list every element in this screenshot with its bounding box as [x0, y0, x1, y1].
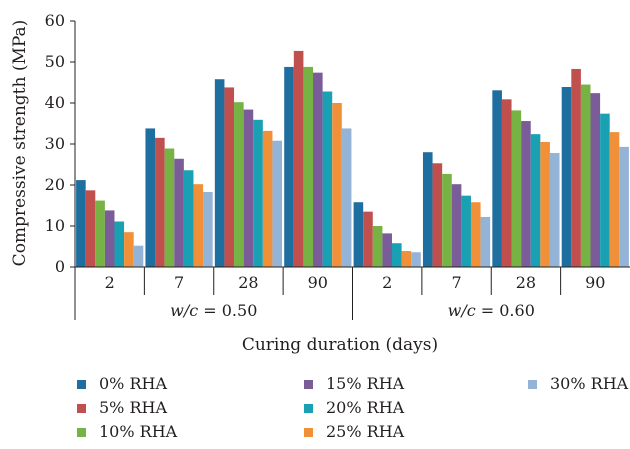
legend-swatch: [77, 380, 86, 389]
legend-label: 0% RHA: [99, 374, 167, 393]
x-tick-label: 28: [516, 273, 536, 292]
bar: [133, 245, 144, 267]
y-tick-label: 10: [45, 216, 65, 235]
bar: [124, 232, 134, 267]
bar: [401, 251, 412, 267]
y-tick-label: 30: [45, 134, 65, 153]
bar: [521, 121, 531, 267]
bar: [341, 128, 352, 267]
legend: 0% RHA 5% RHA 10% RHA 15% RHA 20% RHA 25% RHA…: [77, 374, 629, 441]
bar: [332, 103, 342, 267]
bar: [619, 146, 629, 267]
bar: [272, 140, 283, 267]
bar: [193, 184, 204, 267]
bar: [353, 202, 364, 267]
group-label: w/c = 0.60: [448, 301, 535, 320]
x-tick-label: 90: [308, 273, 328, 292]
bar: [234, 102, 244, 268]
bar: [183, 170, 194, 267]
legend-swatch: [304, 428, 313, 437]
y-tick-label: 0: [55, 257, 65, 276]
bar: [155, 137, 165, 267]
legend-swatch: [304, 380, 313, 389]
legend-swatch: [304, 404, 313, 413]
bar: [540, 141, 550, 267]
group-label: w/c = 0.50: [170, 301, 257, 320]
bar: [322, 91, 333, 268]
bar: [85, 190, 96, 267]
legend-label: 15% RHA: [326, 374, 405, 393]
legend-label: 20% RHA: [326, 398, 405, 417]
x-axis-title: Curing duration (days): [242, 335, 438, 355]
x-tick-label: 28: [238, 273, 258, 292]
bar: [609, 132, 620, 267]
bar: [480, 216, 491, 267]
bar: [145, 128, 156, 267]
bar: [442, 173, 452, 267]
bar: [303, 66, 314, 267]
bar: [203, 191, 213, 267]
bar: [363, 211, 373, 267]
bar: [422, 152, 433, 267]
bar: [76, 180, 86, 267]
bar: [580, 84, 591, 267]
bars: [76, 50, 629, 268]
bar: [253, 119, 263, 267]
bar: [411, 252, 421, 267]
bar: [590, 93, 601, 267]
bar: [243, 109, 254, 267]
x-tick-label: 90: [585, 273, 605, 292]
bar: [461, 195, 471, 267]
bar: [470, 202, 481, 267]
bar: [571, 68, 581, 267]
bar: [600, 113, 610, 267]
bar: [549, 153, 560, 267]
legend-swatch: [77, 404, 86, 413]
bar: [174, 158, 184, 267]
bar: [561, 87, 572, 267]
x-tick-label: 7: [174, 273, 184, 292]
legend-label: 5% RHA: [99, 398, 167, 417]
bar: [313, 72, 323, 267]
x-tick-label: 2: [105, 273, 115, 292]
bar: [451, 184, 462, 267]
bar: [511, 110, 522, 267]
bar: [382, 233, 392, 267]
bar: [501, 99, 512, 267]
bar: [262, 130, 273, 267]
x-tick-label: 2: [382, 273, 392, 292]
bar: [530, 134, 541, 267]
bar: [214, 79, 225, 267]
legend-label: 10% RHA: [99, 422, 178, 441]
y-tick-label: 50: [45, 52, 65, 71]
legend-label: 25% RHA: [326, 422, 405, 441]
bar: [432, 163, 443, 267]
y-axis-ticks: 0 10 20 30 40 50 60: [45, 11, 75, 276]
bar: [104, 210, 115, 267]
x-tick-label: 7: [451, 273, 461, 292]
bar: [114, 221, 125, 267]
legend-swatch: [528, 380, 537, 389]
bar: [293, 50, 304, 268]
bar: [492, 90, 502, 267]
group-labels: w/c = 0.50 w/c = 0.60: [170, 301, 535, 320]
bar: [224, 87, 235, 267]
legend-label: 30% RHA: [550, 374, 629, 393]
y-axis-title: Compressive strength (MPa): [10, 20, 30, 267]
y-tick-label: 20: [45, 175, 65, 194]
bar: [284, 66, 294, 267]
y-tick-label: 60: [45, 11, 65, 30]
bar: [95, 200, 105, 267]
bar: [391, 243, 402, 267]
axes: [70, 21, 630, 320]
bar: [164, 148, 175, 267]
y-tick-label: 40: [45, 93, 65, 112]
legend-swatch: [77, 428, 86, 437]
bar: [372, 226, 383, 267]
x-axis-ticks: 2 7 28 90 2 7 28 90: [105, 273, 606, 292]
